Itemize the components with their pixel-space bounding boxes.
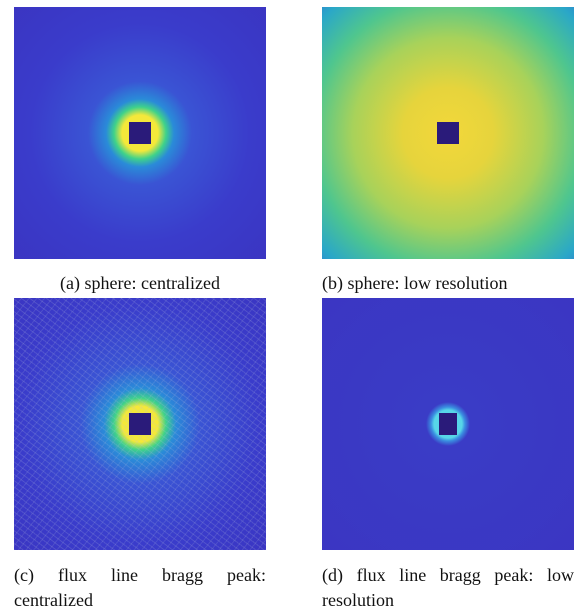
caption: (d) flux line bragg peak: low resolution [322,563,574,613]
caption: (b) sphere: low resolution [322,271,582,296]
figure: (a) sphere: centralized (b) sphere: low … [0,0,583,611]
panel-image [14,298,266,550]
panel-image [14,7,266,259]
panel-image [322,298,574,550]
caption: (a) sphere: centralized [14,271,266,296]
caption: (c) flux line bragg peak: centralized [14,563,266,613]
panel-image [322,7,574,259]
